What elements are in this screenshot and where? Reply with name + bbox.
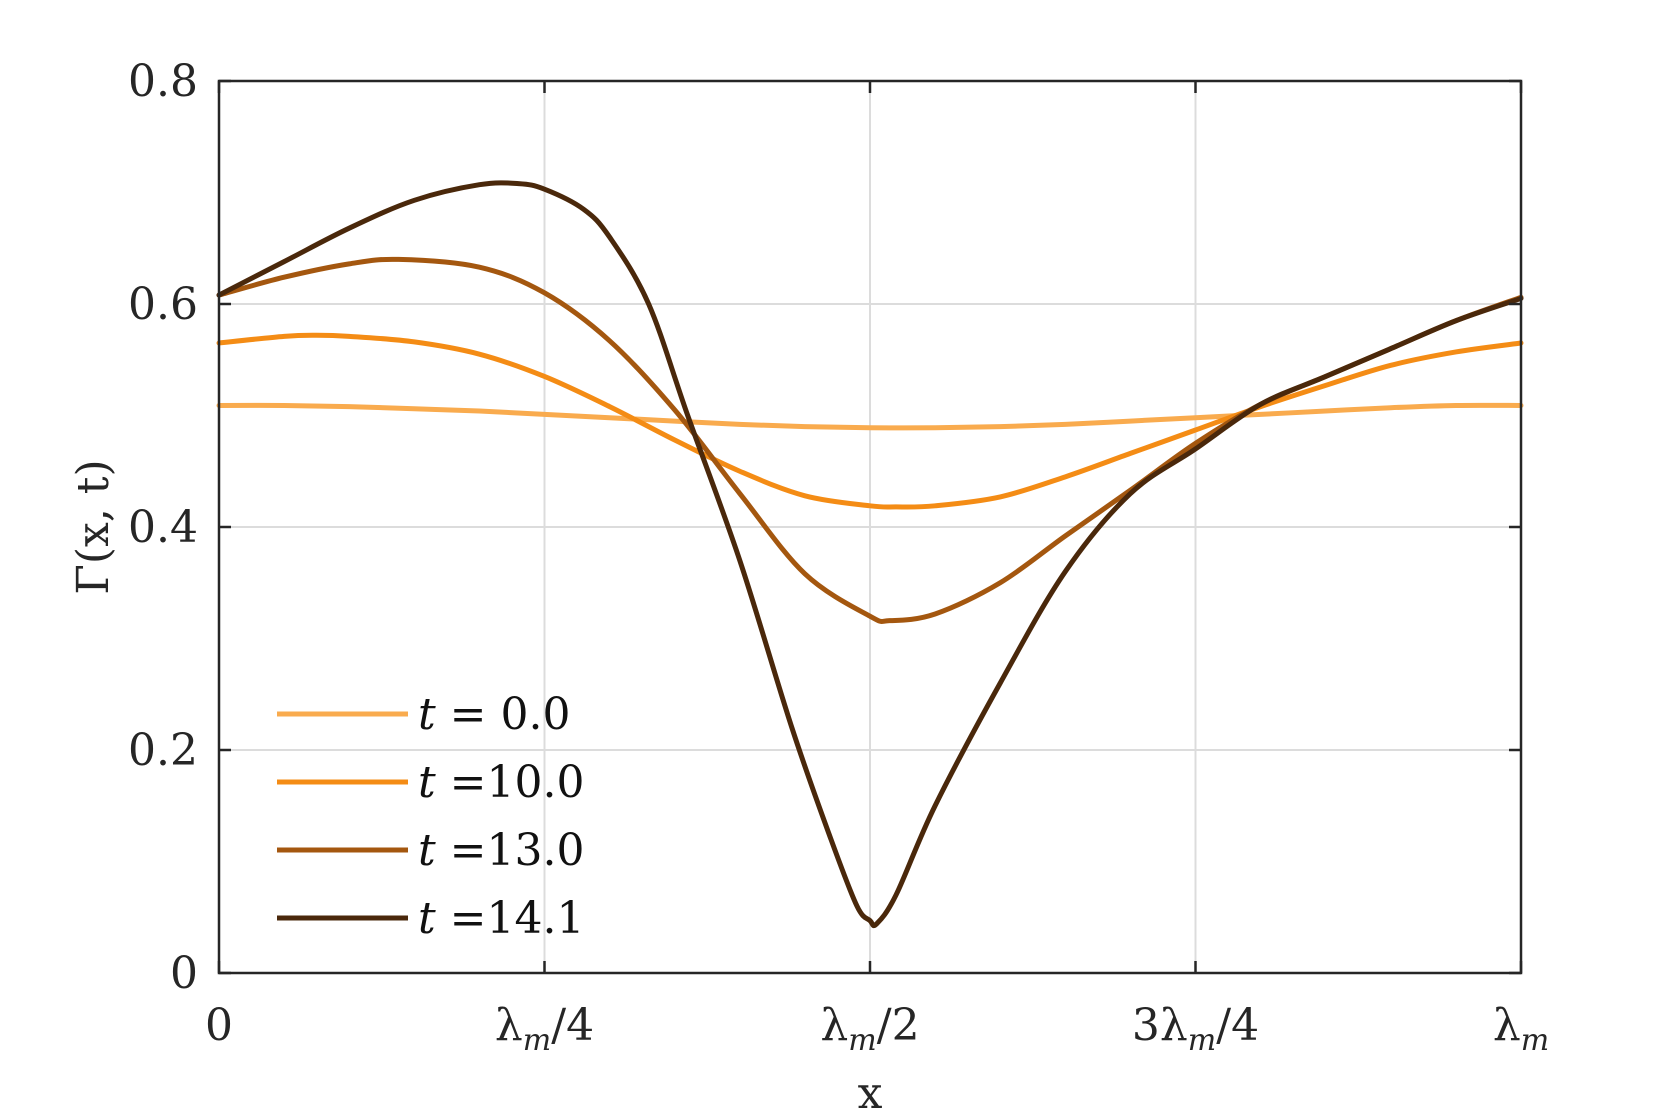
y-tick-label: 0.4: [128, 502, 198, 553]
series-layer: [216, 180, 1524, 929]
legend-label-2: t =10.0: [418, 757, 585, 808]
series-line-1: [216, 402, 1524, 431]
ticks: 0 λm/4 λm/2 3λm/4 λm 0 0.2 0.4 0.6 0.8: [128, 56, 1549, 1058]
legend-label-1: t = 0.0: [418, 689, 571, 740]
y-tick-label: 0.6: [128, 279, 198, 330]
x-tick-label: 0: [205, 1000, 233, 1051]
series-line-2: [216, 332, 1524, 510]
legend: t = 0.0 t =10.0 t =13.0 t =14.1: [277, 689, 585, 944]
x-tick-label: λm/4: [495, 1000, 594, 1058]
x-tick-label: λm/2: [820, 1000, 919, 1058]
x-tick-label: λm: [1493, 1000, 1549, 1058]
x-tick-label: 3λm/4: [1132, 1000, 1259, 1058]
series-line-4: [216, 180, 1524, 929]
legend-label-4: t =14.1: [418, 893, 585, 944]
x-axis-label: x: [858, 1068, 883, 1114]
y-tick-label: 0.2: [128, 725, 198, 776]
y-tick-label: 0: [170, 948, 198, 999]
legend-label-3: t =13.0: [418, 825, 585, 876]
y-tick-label: 0.8: [128, 56, 198, 107]
y-axis-label: Γ(x, t): [68, 459, 119, 594]
